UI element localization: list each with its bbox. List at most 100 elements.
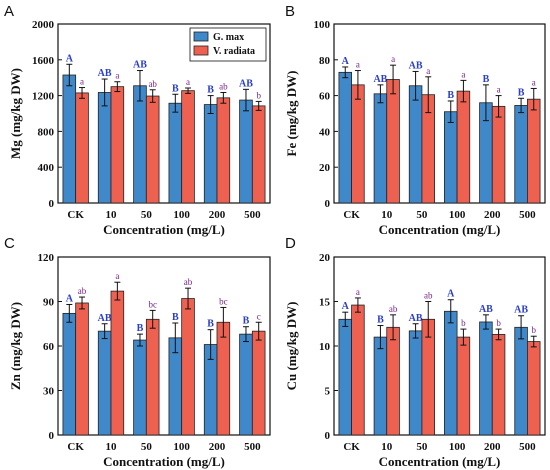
- significance-letter: A: [66, 293, 74, 304]
- bar: [62, 312, 77, 436]
- panel-letter: A: [4, 3, 14, 20]
- significance-letter: AB: [98, 68, 112, 79]
- plot-frame: [57, 23, 271, 204]
- x-tick-label: 200: [209, 441, 226, 453]
- significance-letter: B: [518, 87, 525, 98]
- x-tick-label: 50: [416, 209, 428, 221]
- legend-swatch: [193, 45, 209, 56]
- bar: [216, 97, 231, 204]
- significance-letter: B: [207, 319, 214, 330]
- bar: [145, 318, 160, 436]
- x-tick-label: CK: [67, 441, 84, 453]
- significance-letter: b: [256, 90, 261, 100]
- bar: [145, 95, 160, 204]
- x-tick-label: 100: [449, 441, 466, 453]
- bar: [386, 79, 400, 204]
- significance-letter: AB: [239, 78, 253, 89]
- x-tick-label: 200: [209, 209, 226, 221]
- y-tick-label: 90: [43, 297, 55, 309]
- bar: [110, 290, 125, 436]
- y-tick-label: 100: [314, 19, 331, 31]
- x-tick-label: 50: [141, 441, 153, 453]
- significance-letter: B: [377, 315, 384, 326]
- x-tick-label: 500: [519, 209, 536, 221]
- bar: [514, 326, 528, 436]
- bar: [456, 90, 471, 204]
- x-tick-label: 500: [519, 441, 536, 453]
- significance-letter: AB: [133, 60, 147, 71]
- x-tick-label: 50: [141, 209, 153, 221]
- significance-letter: b: [461, 318, 466, 328]
- plot-frame: [57, 256, 271, 436]
- x-tick-label: 100: [173, 209, 190, 221]
- y-tick-label: 800: [38, 126, 55, 138]
- y-tick-label: 20: [319, 252, 331, 264]
- significance-letter: b: [531, 325, 536, 335]
- y-tick-label: 60: [319, 91, 331, 103]
- x-tick-label: 500: [244, 441, 261, 453]
- bar: [216, 321, 231, 436]
- bar: [168, 102, 183, 204]
- x-tick-label: CK: [343, 441, 360, 453]
- significance-letter: a: [186, 77, 190, 87]
- bar: [75, 302, 89, 436]
- significance-letter: a: [391, 54, 395, 64]
- significance-letter: AB: [479, 304, 493, 315]
- chart-panel-d: D 0 5 10 15 20 Cu (mg/kg DW) CK Aa 10 Bab 50 AB ab 100…: [284, 235, 546, 469]
- bar: [338, 318, 352, 436]
- y-tick-label: 0: [325, 430, 331, 442]
- x-tick-label: 100: [173, 441, 190, 453]
- significance-letter: ab: [184, 277, 193, 287]
- bar: [97, 330, 112, 436]
- bar: [338, 71, 352, 204]
- significance-letter: B: [207, 85, 214, 96]
- x-tick-label: CK: [343, 209, 360, 221]
- panel-letter: C: [4, 235, 15, 252]
- bar: [373, 336, 388, 436]
- significance-letter: A: [342, 56, 350, 67]
- y-tick-label: 5: [325, 386, 331, 398]
- significance-letter: B: [483, 74, 490, 85]
- significance-letter: AB: [98, 313, 112, 324]
- chart-panel-a: A 0 400 800 1200 1600 2000 Mg (mg/kg DW) CK Aa 10 A…: [4, 3, 271, 237]
- significance-letter: c: [257, 311, 261, 321]
- x-tick-label: 10: [381, 441, 393, 453]
- bar: [408, 330, 423, 436]
- plot-frame: [333, 256, 546, 436]
- bar: [110, 86, 125, 204]
- significance-letter: ab: [389, 304, 398, 314]
- significance-letter: B: [172, 312, 179, 323]
- x-tick-label: 10: [106, 441, 118, 453]
- y-tick-label: 80: [319, 55, 331, 67]
- y-axis-title: Mg (mg/kg DW): [8, 68, 23, 159]
- bar: [133, 339, 147, 436]
- y-axis-title: Cu (mg/kg DW): [284, 302, 299, 391]
- chart-panel-c: C 0 30 60 90 120 Zn (mg/kg DW) CK Aab 10 AB a 50 Bbc 1…: [4, 235, 271, 469]
- significance-letter: B: [172, 83, 179, 94]
- significance-letter: AB: [409, 313, 423, 324]
- y-axis-title: Zn (mg/kg DW): [8, 302, 23, 390]
- significance-letter: AB: [373, 74, 387, 85]
- y-tick-label: 0: [49, 430, 55, 442]
- x-axis-title: Concentration (mg/L): [103, 222, 225, 237]
- x-tick-label: 200: [484, 441, 501, 453]
- significance-letter: B: [447, 90, 454, 101]
- bar: [239, 333, 253, 436]
- significance-letter: a: [115, 271, 119, 281]
- x-axis-title: Concentration (mg/L): [379, 222, 501, 237]
- significance-letter: a: [80, 77, 84, 87]
- significance-letter: bc: [148, 299, 157, 309]
- y-tick-label: 2000: [32, 19, 55, 31]
- bar: [251, 105, 266, 204]
- significance-letter: B: [137, 323, 144, 334]
- y-tick-label: 10: [319, 341, 331, 353]
- y-tick-label: 120: [38, 252, 55, 264]
- y-tick-label: 30: [43, 386, 55, 398]
- bar: [527, 341, 541, 436]
- bar: [527, 98, 541, 204]
- significance-letter: A: [66, 53, 74, 64]
- y-tick-label: 400: [38, 162, 55, 174]
- bar: [251, 330, 266, 436]
- legend-entry: G. max: [213, 32, 244, 43]
- bar: [386, 326, 400, 436]
